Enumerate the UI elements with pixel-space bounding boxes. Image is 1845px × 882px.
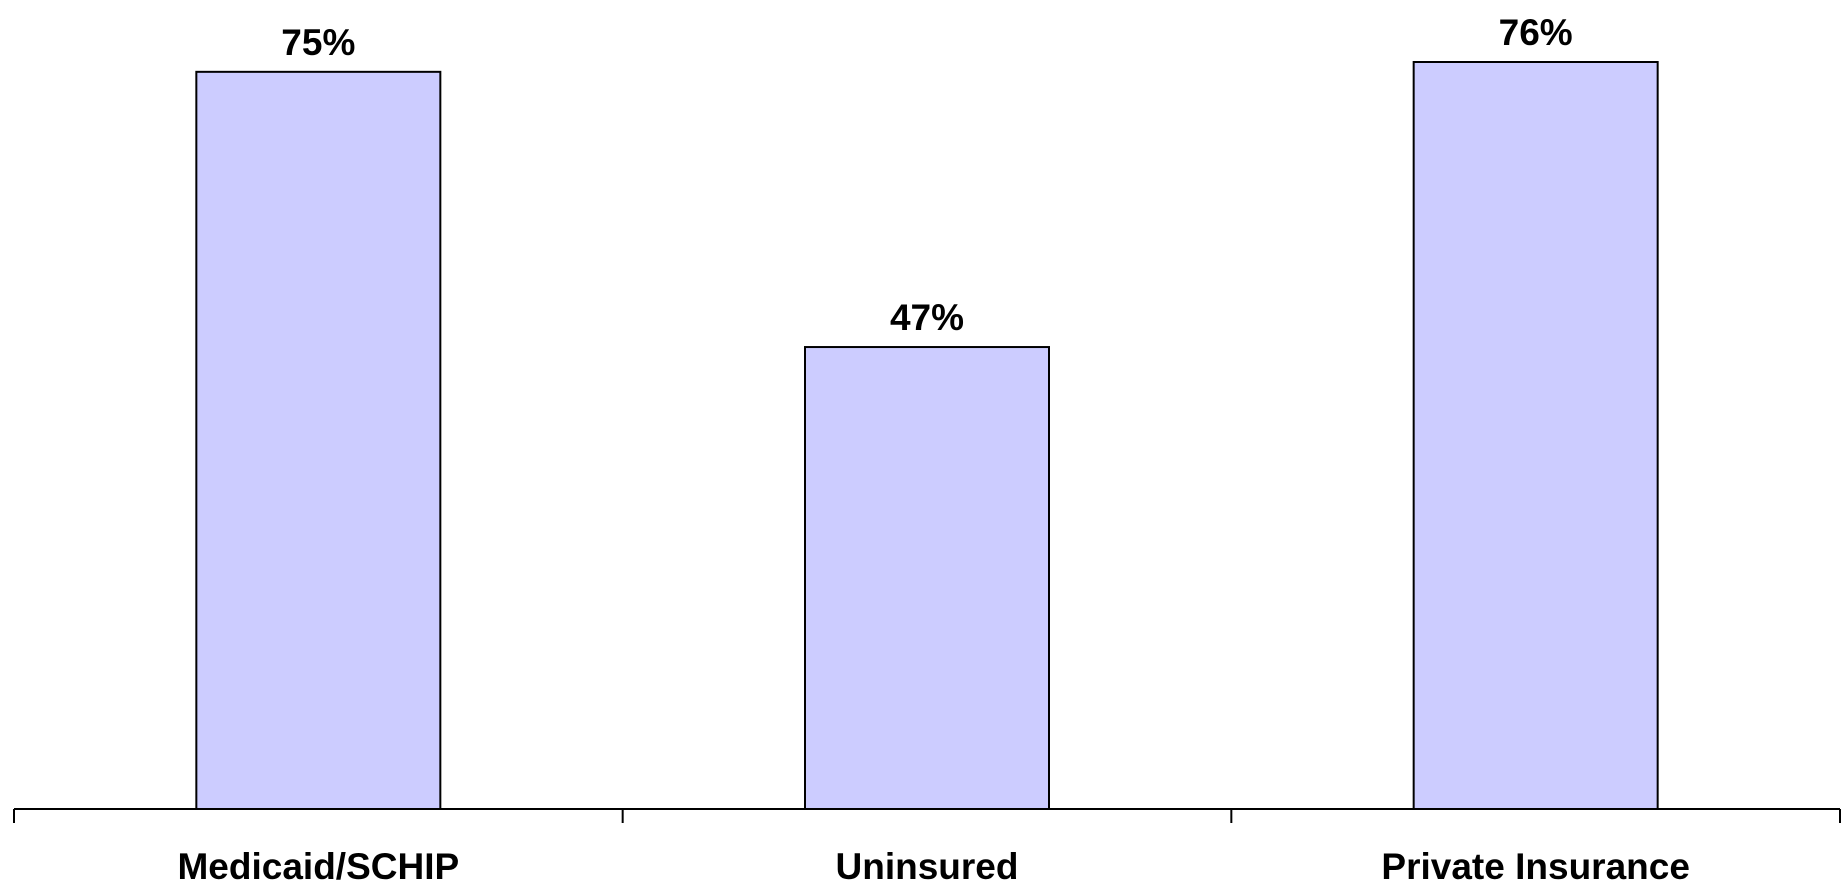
bar xyxy=(804,346,1050,810)
value-labels: 75% 47% 76% xyxy=(281,12,1572,338)
bar xyxy=(1412,61,1659,810)
category-labels: Medicaid/SCHIP Uninsured Private Insurance xyxy=(177,846,1689,882)
bar-value-label: 47% xyxy=(890,297,964,338)
category-label: Private Insurance xyxy=(1381,846,1689,882)
x-axis xyxy=(13,808,1841,823)
bar-value-label: 75% xyxy=(281,22,355,63)
category-label: Uninsured xyxy=(836,846,1019,882)
bar xyxy=(195,70,442,811)
bar-value-label: 76% xyxy=(1499,12,1573,53)
bars xyxy=(195,61,1659,811)
category-label: Medicaid/SCHIP xyxy=(177,846,459,882)
